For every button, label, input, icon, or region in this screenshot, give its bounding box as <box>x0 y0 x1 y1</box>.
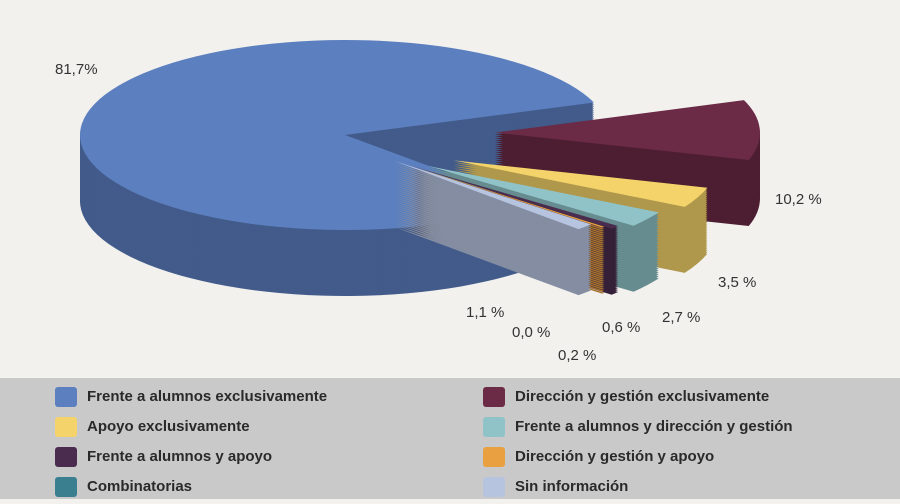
pie-slice <box>393 160 592 296</box>
data-label: 10,2 % <box>775 191 822 208</box>
legend-swatch <box>55 417 77 437</box>
data-label: 1,1 % <box>466 304 504 321</box>
legend-swatch <box>483 447 505 467</box>
legend-swatch <box>55 477 77 497</box>
data-label: 0,0 % <box>512 324 550 341</box>
slice-top <box>494 100 760 160</box>
slice-top <box>427 165 659 226</box>
slice-top <box>393 160 592 230</box>
legend-box <box>0 378 900 499</box>
slice-top <box>453 160 708 207</box>
slice-side <box>400 224 598 288</box>
legend-label: Apoyo exclusivamente <box>87 418 250 435</box>
slice-side <box>400 206 598 270</box>
slice-side <box>400 212 598 276</box>
pie-slice <box>494 100 760 226</box>
legend-swatch <box>55 447 77 467</box>
data-label: 81,7% <box>55 61 98 78</box>
legend-label: Sin información <box>515 478 628 495</box>
slice-side <box>400 220 598 284</box>
slice-side <box>400 218 598 282</box>
legend-label: Frente a alumnos exclusivamente <box>87 388 327 405</box>
data-label: 3,5 % <box>718 274 756 291</box>
slice-side <box>400 228 598 292</box>
legend-label: Dirección y gestión exclusivamente <box>515 388 769 405</box>
slice-side <box>400 210 598 274</box>
data-label: 0,2 % <box>558 347 596 364</box>
slice-side <box>400 202 598 266</box>
slice-side <box>400 204 598 268</box>
slice-side <box>400 214 598 278</box>
legend-label: Frente a alumnos y dirección y gestión <box>515 418 793 435</box>
legend-label: Combinatorias <box>87 478 192 495</box>
slice-top <box>412 166 619 229</box>
legend-swatch <box>483 387 505 407</box>
legend-label: Frente a alumnos y apoyo <box>87 448 272 465</box>
slice-top <box>404 164 605 228</box>
slice-side <box>400 222 598 286</box>
slice-side <box>400 208 598 272</box>
data-label: 2,7 % <box>662 309 700 326</box>
legend-label: Dirección y gestión y apoyo <box>515 448 714 465</box>
slice-side <box>400 216 598 280</box>
legend-swatch <box>483 417 505 437</box>
slice-side <box>400 200 598 264</box>
legend-swatch <box>483 477 505 497</box>
data-label: 0,6 % <box>602 319 640 336</box>
slice-top <box>400 162 598 226</box>
legend-swatch <box>55 387 77 407</box>
slice-side <box>400 226 598 290</box>
